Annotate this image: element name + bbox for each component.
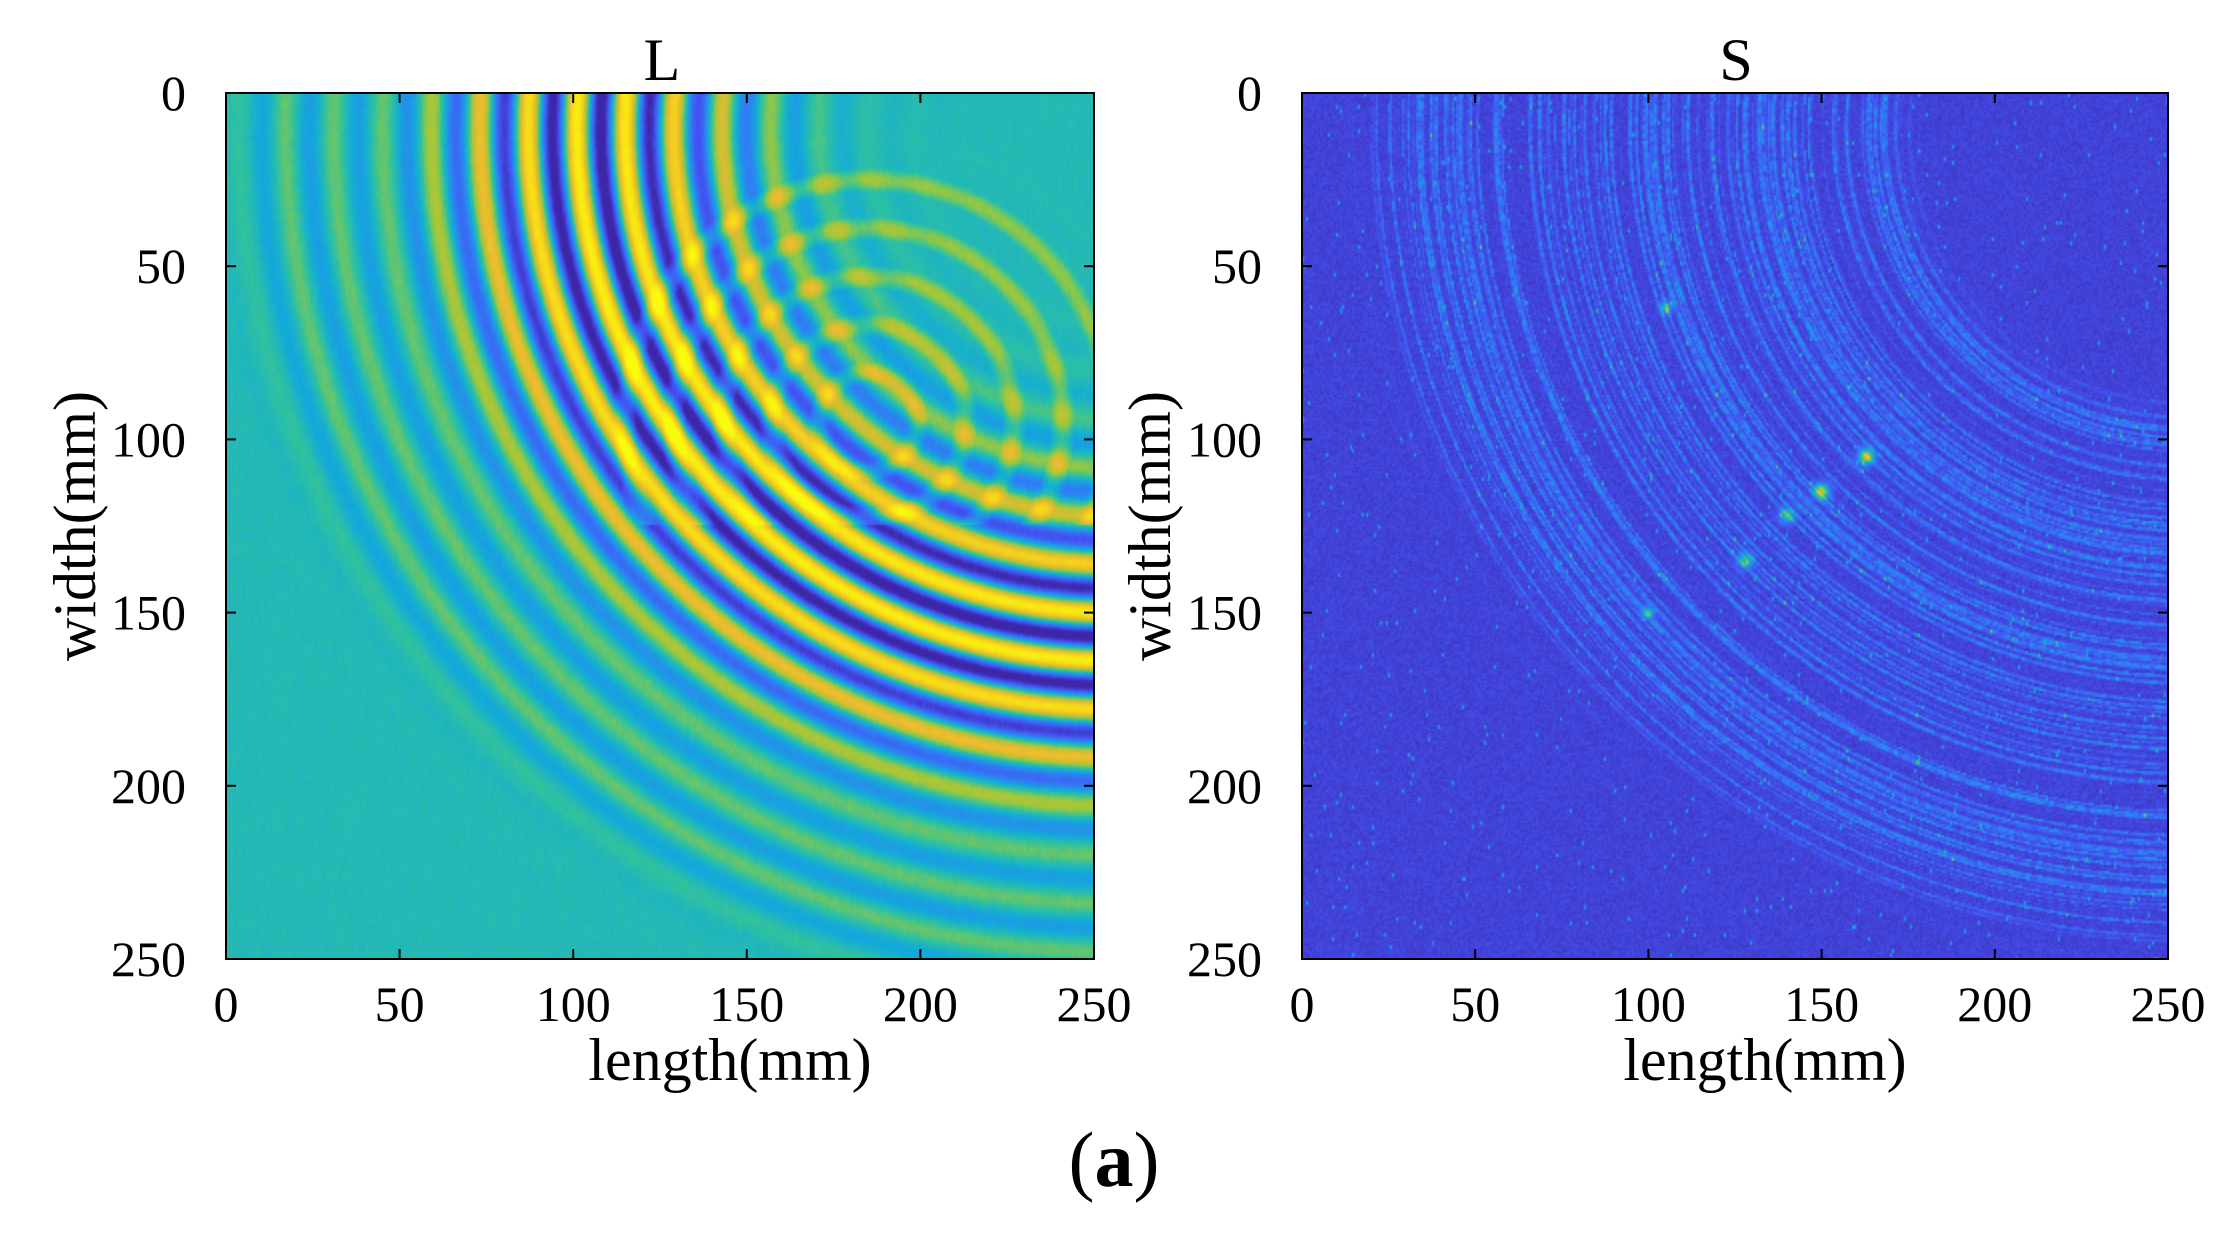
panel-s-y-ticks: 0 50 100 150 200 250 <box>1187 65 2168 987</box>
caption-close: ) <box>1133 1116 1160 1203</box>
y-tick-label-4: 200 <box>111 758 186 814</box>
panel-s-x-ticks: 0 50 100 150 200 250 <box>1290 93 2206 1032</box>
x-tick-label-5: 250 <box>1057 976 1132 1032</box>
x-tick-label-1: 50 <box>1450 976 1500 1032</box>
y-tick-label-5: 250 <box>1187 931 1262 987</box>
panel-l-xlabel: length(mm) <box>588 1027 871 1093</box>
panel-l-x-ticks: 0 50 100 150 200 250 <box>214 93 1132 1032</box>
y-tick-label-0: 0 <box>161 65 186 121</box>
panel-s-xlabel: length(mm) <box>1623 1027 1906 1093</box>
caption-label: a <box>1094 1116 1134 1203</box>
y-tick-label-0: 0 <box>1237 65 1262 121</box>
x-tick-label-0: 0 <box>1290 976 1315 1032</box>
panel-l-title: L <box>644 27 681 93</box>
panel-l-heatmap-frame <box>226 93 1094 959</box>
y-tick-label-1: 50 <box>1212 238 1262 294</box>
figure-caption: (a) <box>0 1115 2228 1205</box>
y-tick-label-1: 50 <box>136 238 186 294</box>
x-tick-label-4: 200 <box>883 976 958 1032</box>
y-tick-label-2: 100 <box>111 411 186 467</box>
x-tick-label-1: 50 <box>375 976 425 1032</box>
panel-l-ylabel: width(mm) <box>42 391 108 661</box>
panel-s: S 0 50 100 150 200 250 0 50 100 150 200 250 length… <box>1117 27 2206 1093</box>
panel-l-axes-box <box>225 92 1095 960</box>
panel-l: L 0 50 100 150 200 250 0 50 100 150 200 250 length… <box>42 27 1132 1093</box>
y-tick-label-3: 150 <box>111 585 186 641</box>
x-tick-label-4: 200 <box>1957 976 2032 1032</box>
panel-l-y-ticks: 0 50 100 150 200 250 <box>111 65 1094 987</box>
x-tick-label-3: 150 <box>709 976 784 1032</box>
panel-s-ylabel: width(mm) <box>1117 391 1183 661</box>
x-tick-label-3: 150 <box>1784 976 1859 1032</box>
x-tick-label-2: 100 <box>1611 976 1686 1032</box>
x-tick-label-5: 250 <box>2131 976 2206 1032</box>
caption-open: ( <box>1068 1116 1095 1203</box>
panel-s-title: S <box>1719 27 1752 93</box>
y-tick-label-4: 200 <box>1187 758 1262 814</box>
panel-s-heatmap <box>1302 93 2168 959</box>
y-tick-label-3: 150 <box>1187 585 1262 641</box>
x-tick-label-0: 0 <box>214 976 239 1032</box>
panel-l-heatmap <box>226 93 1094 959</box>
panel-s-heatmap-frame <box>1302 93 2168 959</box>
panel-s-axes-box <box>1301 92 2169 960</box>
y-tick-label-5: 250 <box>111 931 186 987</box>
y-tick-label-2: 100 <box>1187 411 1262 467</box>
x-tick-label-2: 100 <box>536 976 611 1032</box>
